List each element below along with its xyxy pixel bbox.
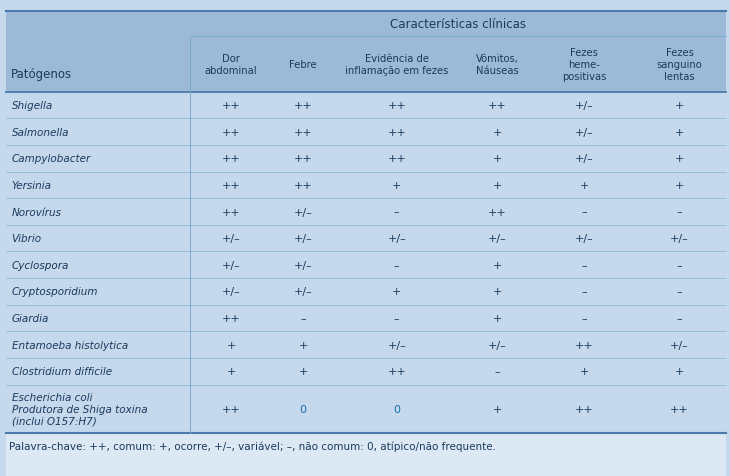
Text: +: + [675,154,684,164]
Text: ++: ++ [575,404,593,414]
Text: ++: ++ [222,404,240,414]
Bar [6,12,726,92]
Text: +/–: +/– [488,340,507,350]
Text: ++: ++ [293,128,312,138]
Text: ++: ++ [222,154,240,164]
Text: +/–: +/– [670,340,689,350]
Text: +: + [493,404,502,414]
Text: +/–: +/– [293,287,312,297]
Text: ++: ++ [388,101,406,111]
Text: Dor
abdominal: Dor abdominal [204,54,257,76]
Text: ++: ++ [222,180,240,190]
Text: Giardia: Giardia [12,313,49,323]
Text: Cryptosporidium: Cryptosporidium [12,287,98,297]
Text: –: – [495,367,500,377]
Text: +: + [675,101,684,111]
Text: +: + [580,367,588,377]
Text: Fezes
heme-
positivas: Fezes heme- positivas [562,48,606,81]
Bar [6,12,726,433]
Text: Palavra-chave: ++, comum: +, ocorre, +/–, variável; –, não comum: 0, atípico/não: Palavra-chave: ++, comum: +, ocorre, +/–… [9,440,496,451]
Text: +/–: +/– [575,154,593,164]
Text: –: – [581,313,587,323]
Text: Fezes
sanguino
lentas: Fezes sanguino lentas [657,48,702,81]
Text: +/–: +/– [670,234,689,244]
Text: ++: ++ [293,154,312,164]
Text: +/–: +/– [388,340,406,350]
Text: –: – [300,313,306,323]
Text: –: – [394,207,399,217]
Text: +: + [493,260,502,270]
Text: –: – [677,207,683,217]
Text: +/–: +/– [293,260,312,270]
Text: +: + [675,180,684,190]
Text: Entamoeba histolytica: Entamoeba histolytica [12,340,128,350]
Text: ++: ++ [670,404,689,414]
Text: +: + [299,340,308,350]
Text: Cyclospora: Cyclospora [12,260,69,270]
Text: +: + [493,313,502,323]
Text: ++: ++ [293,101,312,111]
Text: 0: 0 [299,404,307,414]
Text: –: – [394,260,399,270]
Text: Vômitos,
Náuseas: Vômitos, Náuseas [476,54,519,76]
Text: Shigella: Shigella [12,101,53,111]
Text: +/–: +/– [575,128,593,138]
Text: Salmonella: Salmonella [12,128,69,138]
Text: Febre: Febre [289,60,317,69]
Text: –: – [581,287,587,297]
Text: Evidência de
inflamação em fezes: Evidência de inflamação em fezes [345,54,448,76]
Text: ++: ++ [388,154,406,164]
Text: ++: ++ [222,101,240,111]
Text: ++: ++ [222,207,240,217]
Text: +: + [226,367,236,377]
Bar [6,433,726,476]
Text: Campylobacter: Campylobacter [12,154,91,164]
Text: –: – [394,313,399,323]
Text: +/–: +/– [222,234,240,244]
Text: Patógenos: Patógenos [11,68,72,81]
Text: +: + [299,367,308,377]
Text: +/–: +/– [293,207,312,217]
Text: Yersinia: Yersinia [12,180,52,190]
Text: –: – [677,313,683,323]
Text: +/–: +/– [222,287,240,297]
Text: –: – [677,287,683,297]
Text: ++: ++ [388,367,406,377]
Text: +: + [226,340,236,350]
Text: +/–: +/– [488,234,507,244]
Text: Clostridium difficile: Clostridium difficile [12,367,112,377]
Text: +: + [493,287,502,297]
Text: +: + [392,180,402,190]
Text: +: + [392,287,402,297]
Text: ++: ++ [222,313,240,323]
Text: +: + [493,154,502,164]
Text: 0: 0 [393,404,400,414]
Text: Escherichia coli
Produtora de Shiga toxina
(inclui O157:H7): Escherichia coli Produtora de Shiga toxi… [12,392,147,426]
Text: +: + [493,180,502,190]
Text: +: + [675,367,684,377]
Text: Características clínicas: Características clínicas [390,18,526,31]
Text: +/–: +/– [575,234,593,244]
Text: ++: ++ [575,340,593,350]
Text: +: + [675,128,684,138]
Text: +/–: +/– [293,234,312,244]
Text: ++: ++ [488,207,507,217]
Text: +/–: +/– [388,234,406,244]
Text: Vibrio: Vibrio [12,234,42,244]
Text: –: – [581,207,587,217]
Text: Norovírus: Norovírus [12,207,61,217]
Text: +: + [580,180,588,190]
Text: +/–: +/– [575,101,593,111]
Text: –: – [677,260,683,270]
Text: ++: ++ [293,180,312,190]
Text: +/–: +/– [222,260,240,270]
Text: +: + [493,128,502,138]
Text: ++: ++ [222,128,240,138]
Text: ++: ++ [388,128,406,138]
Text: –: – [581,260,587,270]
Text: ++: ++ [488,101,507,111]
